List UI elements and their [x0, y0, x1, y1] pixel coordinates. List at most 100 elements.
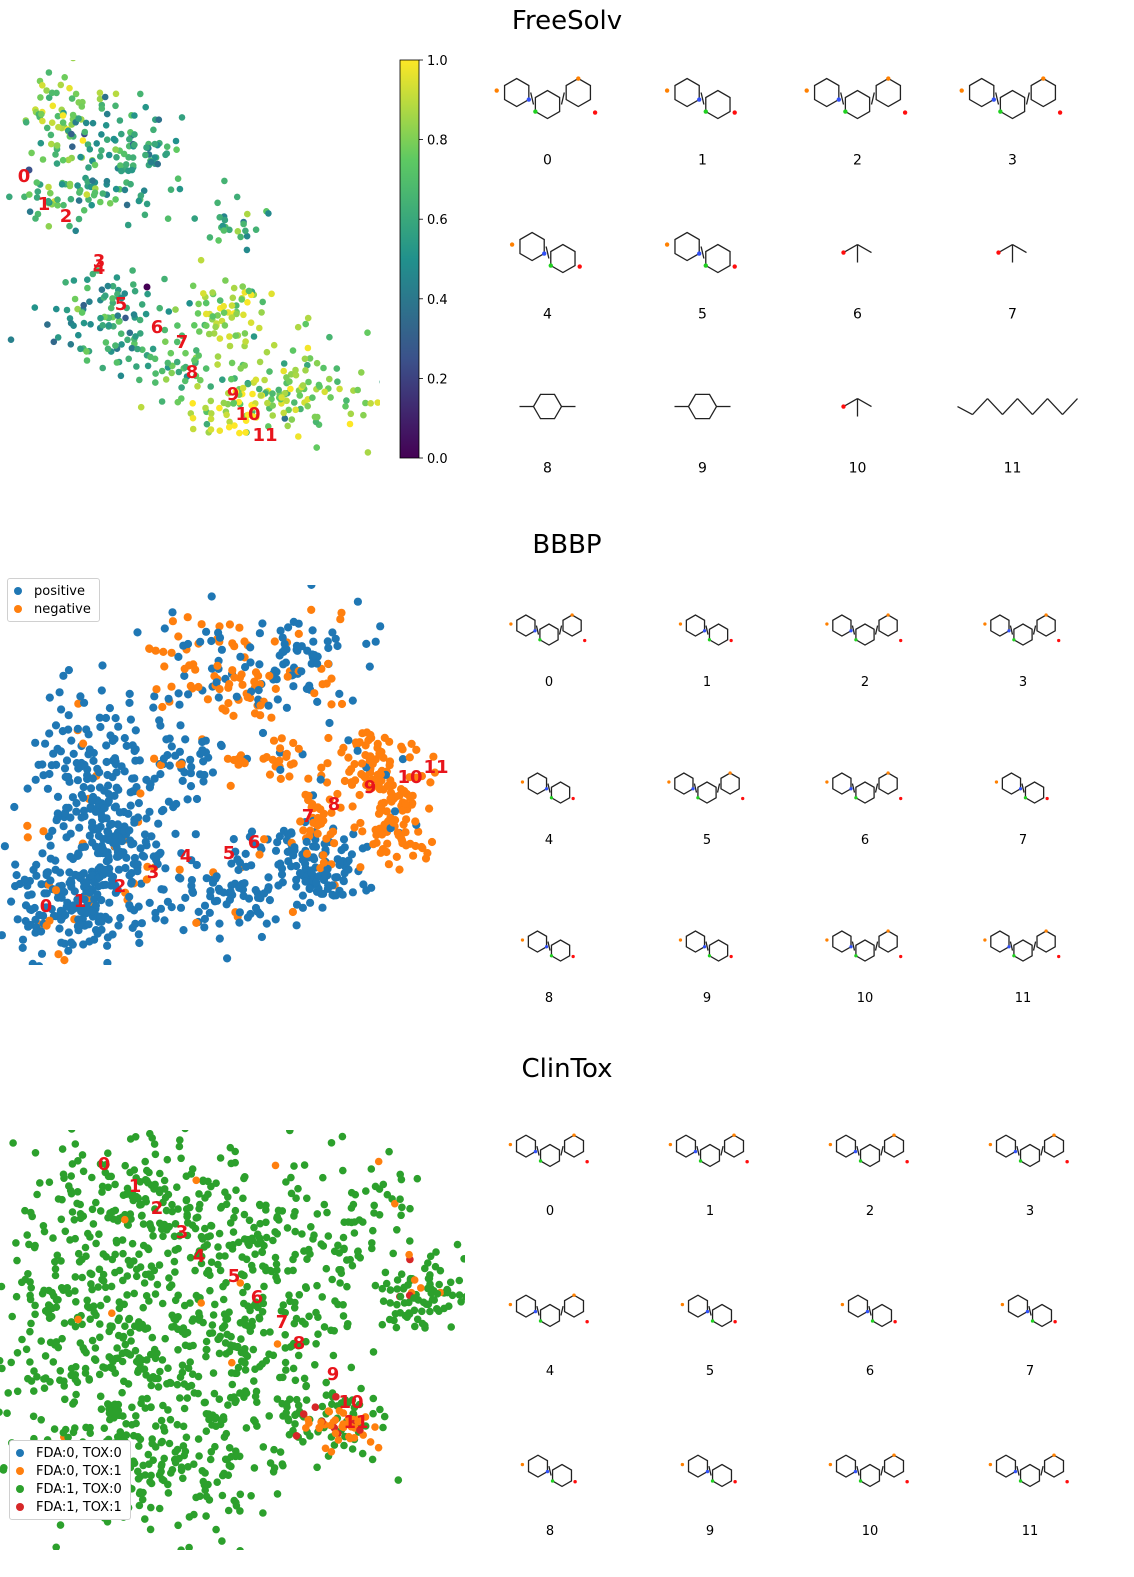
data-point	[311, 1403, 320, 1411]
molecule-index-label: 10	[862, 1524, 879, 1539]
data-point	[180, 671, 189, 680]
data-point	[154, 1383, 163, 1391]
data-point	[84, 920, 93, 929]
data-point	[0, 1282, 6, 1291]
data-point	[43, 868, 53, 877]
data-point	[314, 1313, 322, 1321]
data-point	[393, 1285, 402, 1293]
data-point	[300, 1161, 309, 1169]
data-point	[86, 1429, 94, 1437]
data-point	[61, 911, 70, 920]
data-point	[140, 1365, 149, 1373]
data-point	[357, 759, 367, 768]
data-point	[209, 289, 216, 296]
data-point	[181, 893, 190, 902]
data-point	[158, 1356, 167, 1364]
data-point	[216, 1266, 225, 1275]
data-point	[212, 678, 221, 687]
data-point	[228, 666, 237, 675]
data-point	[57, 81, 65, 89]
data-point	[216, 214, 223, 221]
data-point	[243, 232, 251, 240]
data-point	[354, 386, 362, 394]
data-point	[96, 1333, 104, 1342]
data-point	[51, 1271, 60, 1280]
data-point	[327, 700, 336, 709]
data-point	[138, 1495, 147, 1504]
data-point	[144, 362, 152, 370]
data-point	[151, 1290, 160, 1298]
highlight-label: 6	[151, 317, 164, 338]
data-point	[57, 893, 66, 902]
data-point	[269, 1236, 277, 1245]
data-point	[222, 1429, 231, 1438]
data-point	[349, 830, 358, 839]
data-point	[242, 338, 249, 345]
data-point	[244, 380, 252, 388]
data-point	[378, 1320, 387, 1329]
data-point	[110, 754, 120, 763]
data-point	[337, 608, 346, 617]
data-point	[128, 166, 136, 174]
data-point	[374, 1157, 383, 1166]
data-point	[414, 827, 423, 836]
data-point	[55, 688, 64, 697]
data-point	[149, 1456, 157, 1464]
data-point	[248, 1317, 256, 1326]
data-point	[209, 313, 217, 320]
data-point	[58, 727, 67, 736]
molecule-structure	[841, 397, 872, 417]
data-point	[282, 703, 291, 712]
data-point	[356, 1254, 365, 1262]
legend-item: FDA:1, TOX:0	[16, 1480, 122, 1498]
data-point	[431, 1262, 440, 1271]
data-point	[216, 335, 224, 342]
data-point	[408, 799, 417, 808]
data-point	[350, 1229, 359, 1237]
data-point	[60, 1319, 69, 1327]
data-point	[214, 1243, 222, 1251]
data-point	[150, 754, 159, 763]
data-point	[68, 95, 76, 102]
data-point	[102, 741, 111, 750]
data-point	[259, 1299, 268, 1308]
data-point	[367, 1165, 376, 1173]
data-point	[238, 1253, 246, 1261]
data-point	[164, 694, 173, 703]
data-point	[38, 1289, 47, 1298]
data-point	[323, 759, 332, 768]
molecule-index-label: 11	[1004, 461, 1022, 477]
data-point	[202, 1352, 210, 1361]
data-point	[265, 1350, 273, 1358]
data-point	[137, 879, 146, 888]
data-point	[37, 139, 45, 147]
data-point	[246, 643, 255, 652]
data-point	[77, 790, 86, 799]
data-point	[139, 1303, 147, 1312]
highlight-label: 5	[223, 843, 236, 864]
data-point	[131, 726, 140, 735]
data-point	[214, 353, 222, 360]
data-point	[91, 807, 100, 816]
legend-label: negative	[34, 601, 91, 617]
data-point	[98, 661, 107, 670]
data-point	[236, 1490, 245, 1499]
data-point	[133, 860, 142, 869]
colorbar-tick-label: 0.4	[427, 293, 448, 308]
data-point	[307, 1223, 315, 1231]
data-point	[100, 1424, 109, 1432]
data-point	[45, 223, 53, 230]
data-point	[426, 778, 435, 787]
data-point	[228, 1380, 237, 1389]
data-point	[167, 186, 175, 193]
data-point	[202, 1492, 211, 1501]
data-point	[179, 1474, 187, 1483]
data-point	[293, 1395, 301, 1404]
data-point	[289, 1364, 298, 1373]
data-point	[151, 355, 159, 363]
data-point	[364, 449, 372, 456]
highlight-label: 9	[327, 1364, 340, 1385]
data-point	[113, 1344, 121, 1352]
data-point	[174, 652, 183, 661]
data-point	[12, 1239, 20, 1247]
